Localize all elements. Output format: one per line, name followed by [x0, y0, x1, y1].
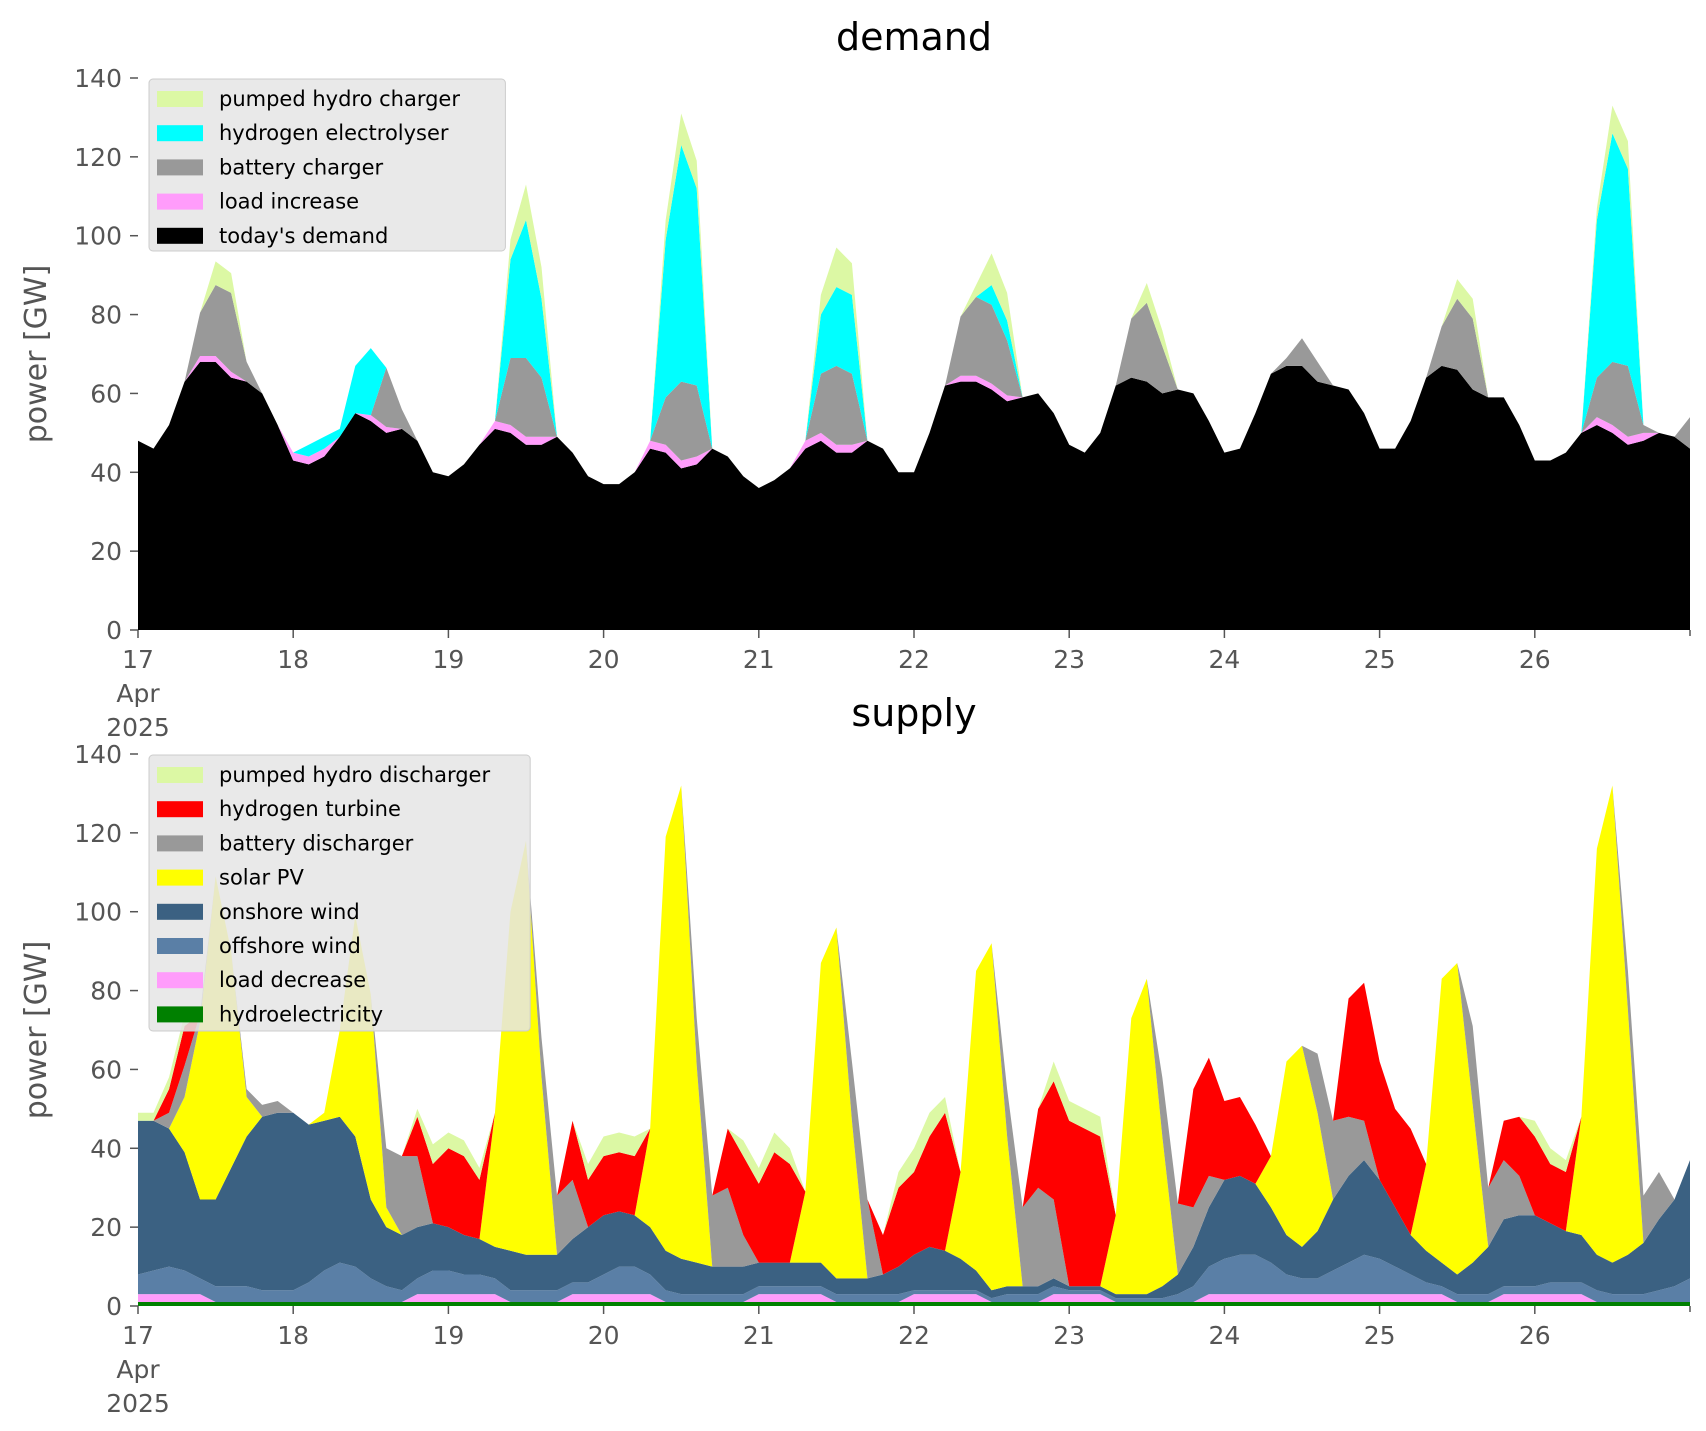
supply-x-tick-label: 26	[1519, 1321, 1551, 1350]
demand-x-tick-label: 21	[743, 645, 775, 674]
supply-x-tick-label: 19	[432, 1321, 464, 1350]
supply-chart-title: supply	[851, 691, 976, 735]
demand-legend-label-battery-charger: battery charger	[219, 155, 384, 179]
supply-legend-label-offshore-wind: offshore wind	[219, 934, 361, 958]
supply-x-tick-label: 17	[122, 1321, 154, 1350]
supply-legend-label-onshore-wind: onshore wind	[219, 900, 360, 924]
supply-y-tick-label: 100	[74, 898, 122, 927]
supply-legend-swatch-onshore-wind	[157, 903, 203, 920]
demand-chart-title: demand	[836, 15, 992, 59]
supply-y-tick-label: 0	[106, 1292, 122, 1321]
demand-legend-swatch-pumped-hydro-charger	[157, 91, 203, 107]
demand-legend-swatch-hydrogen-electrolyser	[157, 125, 203, 142]
demand-y-axis-label: power [GW]	[19, 265, 54, 444]
supply-legend-swatch-hydrogen-turbine	[157, 801, 203, 818]
demand-series-hydrogen-electrolyser	[138, 133, 1690, 489]
demand-series-today-s-demand	[138, 361, 1690, 630]
demand-legend-label-hydrogen-electrolyser: hydrogen electrolyser	[219, 121, 449, 145]
supply-legend-swatch-load-decrease	[157, 972, 203, 989]
supply-x-tick-label: 22	[898, 1321, 930, 1350]
supply-legend-label-pumped-hydro-discharger: pumped hydro discharger	[219, 763, 490, 787]
supply-legend-label-battery-discharger: battery discharger	[219, 831, 414, 855]
demand-y-tick-label: 20	[90, 537, 122, 566]
supply-legend-swatch-solar-pv	[157, 869, 203, 886]
demand-y-tick-label: 80	[90, 301, 122, 330]
demand-y-tick-label: 40	[90, 458, 122, 487]
supply-legend-label-hydroelectricity: hydroelectricity	[219, 1002, 383, 1026]
supply-x-tick-label: 2025	[106, 1389, 170, 1418]
demand-x-tick-label: Apr	[116, 679, 160, 708]
supply-legend-label-load-decrease: load decrease	[219, 968, 366, 992]
supply-y-tick-label: 140	[74, 740, 122, 769]
supply-x-tick-label: 18	[277, 1321, 309, 1350]
demand-series-pumped-hydro-charger	[138, 105, 1690, 489]
demand-legend-label-load-increase: load increase	[219, 190, 359, 214]
demand-x-tick-label: 2025	[106, 713, 170, 742]
demand-x-tick-label: 17	[122, 645, 154, 674]
demand-y-tick-label: 120	[74, 143, 122, 172]
supply-y-tick-label: 120	[74, 819, 122, 848]
demand-x-tick-label: 18	[277, 645, 309, 674]
supply-x-tick-label: 25	[1364, 1321, 1396, 1350]
demand-legend-label-pumped-hydro-charger: pumped hydro charger	[219, 87, 460, 111]
supply-x-tick-label: 24	[1208, 1321, 1240, 1350]
demand-y-tick-label: 0	[106, 616, 122, 645]
supply-legend-swatch-battery-discharger	[157, 835, 203, 852]
demand-legend-swatch-today-s-demand	[157, 227, 203, 244]
demand-legend-swatch-battery-charger	[157, 159, 203, 176]
supply-y-tick-label: 80	[90, 977, 122, 1006]
demand-legend: pumped hydro charger hydrogen electrolyse…	[148, 78, 506, 252]
supply-series-hydroelectricity	[138, 1302, 1690, 1306]
supply-y-tick-label: 60	[90, 1055, 122, 1084]
supply-legend-swatch-pumped-hydro-discharger	[157, 767, 203, 783]
supply-legend-label-hydrogen-turbine: hydrogen turbine	[219, 797, 401, 821]
supply-legend-label-solar-pv: solar PV	[219, 866, 304, 890]
supply-y-tick-label: 20	[90, 1213, 122, 1242]
demand-x-tick-label: 19	[432, 645, 464, 674]
demand-y-tick-label: 60	[90, 379, 122, 408]
demand-area-stack	[138, 105, 1690, 630]
supply-legend-box	[148, 754, 531, 1032]
supply-legend-swatch-offshore-wind	[157, 938, 203, 954]
supply-y-axis-label: power [GW]	[19, 941, 54, 1120]
demand-x-tick-label: 25	[1364, 645, 1396, 674]
supply-legend: pumped hydro discharger hydrogen turbine b…	[148, 754, 531, 1032]
demand-y-tick-label: 100	[74, 222, 122, 251]
supply-x-tick-label: 23	[1053, 1321, 1085, 1350]
supply-x-tick-label: 20	[588, 1321, 620, 1350]
demand-x-tick-label: 23	[1053, 645, 1085, 674]
demand-x-tick-label: 20	[588, 645, 620, 674]
demand-x-tick-label: 26	[1519, 645, 1551, 674]
demand-legend-box	[148, 78, 506, 252]
supply-y-tick-label: 40	[90, 1134, 122, 1163]
supply-series-hydrogen-turbine	[138, 785, 1690, 1287]
supply-series-load-decrease	[138, 1294, 1690, 1303]
demand-legend-swatch-load-increase	[157, 193, 203, 210]
demand-x-tick-label: 24	[1208, 645, 1240, 674]
supply-x-tick-label: 21	[743, 1321, 775, 1350]
demand-x-tick-label: 22	[898, 645, 930, 674]
demand-legend-label-today-s-demand: today's demand	[219, 224, 388, 248]
supply-legend-swatch-hydroelectricity	[157, 1006, 203, 1023]
demand-y-tick-label: 140	[74, 64, 122, 93]
supply-series-onshore-wind	[138, 1112, 1690, 1299]
supply-x-tick-label: Apr	[116, 1355, 160, 1384]
